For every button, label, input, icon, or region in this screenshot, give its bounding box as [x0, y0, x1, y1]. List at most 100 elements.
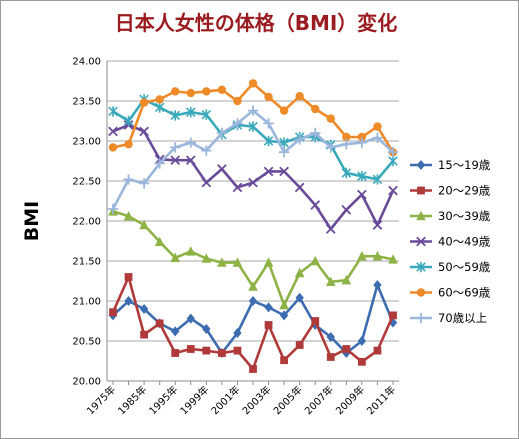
data-point [357, 171, 367, 182]
legend-label: 60～69歳 [438, 286, 491, 300]
data-point [326, 332, 335, 342]
data-point [248, 296, 258, 306]
x-tick-label: 2005年 [271, 383, 305, 417]
series-lines [107, 79, 399, 373]
data-point [416, 160, 426, 170]
data-point [341, 139, 352, 150]
legend-item: 40～49歳 [410, 235, 491, 249]
data-point [170, 252, 181, 262]
data-point [107, 203, 119, 215]
data-point [342, 345, 351, 353]
data-point [357, 189, 367, 200]
data-point [232, 257, 243, 267]
data-point [388, 254, 398, 264]
data-point [108, 106, 118, 117]
data-point [247, 105, 259, 116]
data-point [185, 137, 196, 148]
data-point [248, 121, 258, 132]
data-point [279, 106, 289, 115]
data-point [154, 158, 165, 169]
data-point [108, 143, 118, 152]
x-tick-label: 2003年 [239, 383, 273, 417]
series-line [112, 283, 395, 355]
data-point [342, 132, 351, 142]
data-point [233, 346, 242, 355]
data-point [233, 96, 242, 106]
y-tick-label: 23.00 [72, 137, 101, 148]
data-point [263, 118, 274, 129]
data-point [415, 312, 427, 324]
data-point [108, 126, 118, 137]
x-tick-label: 2007年 [302, 383, 336, 417]
data-point [311, 317, 320, 325]
data-point [217, 349, 226, 357]
data-point [325, 276, 336, 286]
legend-label: 20～29歳 [438, 184, 491, 198]
data-point [295, 341, 304, 349]
series-line [112, 210, 394, 307]
data-point [372, 251, 383, 261]
data-point [154, 102, 165, 113]
data-point [201, 109, 212, 120]
chart-title: 日本人女性の体格（BMI）変化 [115, 11, 398, 35]
data-point [185, 155, 196, 166]
data-point [417, 186, 425, 195]
data-point [310, 255, 321, 266]
legend-item: 70歳以上 [410, 311, 487, 325]
data-point [170, 142, 181, 153]
data-point [186, 313, 195, 324]
data-point [216, 127, 228, 139]
y-axis-label: BMI [21, 201, 43, 241]
data-point [170, 110, 180, 121]
data-point [279, 299, 289, 310]
legend-label: 30～39歳 [438, 209, 491, 223]
data-point [140, 330, 149, 339]
data-point [416, 288, 426, 297]
data-point [341, 167, 352, 179]
y-tick-label: 23.50 [72, 97, 101, 108]
data-point [278, 147, 290, 158]
data-point [357, 251, 367, 261]
data-point [325, 142, 336, 153]
data-point [263, 166, 274, 177]
series-diamond [108, 280, 398, 358]
legend-label: 15～19歳 [438, 158, 491, 172]
series-circle [108, 79, 398, 157]
data-point [170, 155, 181, 166]
data-point [294, 267, 305, 278]
data-point [388, 185, 398, 196]
data-point [171, 87, 180, 96]
data-point [124, 140, 133, 149]
y-tick-label: 21.00 [72, 297, 101, 308]
data-point [326, 114, 335, 123]
x-tick-label: 2009年 [333, 383, 367, 417]
data-point [124, 273, 133, 281]
series-triangle [108, 206, 398, 310]
data-point [263, 257, 274, 267]
data-point [294, 182, 305, 193]
data-point [232, 118, 243, 129]
data-point [248, 79, 258, 88]
data-point [341, 204, 352, 215]
data-point [109, 308, 117, 317]
data-point [248, 281, 258, 291]
legend-item: 15～19歳 [410, 158, 491, 172]
data-point [202, 87, 211, 96]
data-point [186, 107, 196, 118]
data-point [295, 292, 304, 303]
data-point [389, 311, 397, 320]
x-tick-label: 2001年 [208, 383, 242, 417]
data-point [373, 280, 382, 290]
data-point [123, 174, 134, 185]
data-point [201, 145, 212, 156]
data-point [356, 137, 368, 148]
data-point [217, 164, 227, 174]
data-point [372, 220, 383, 230]
legend: 15～19歳 20～29歳 30～39歳 40～49歳 50～59歳 60～69歳 70歳以… [410, 158, 491, 325]
data-point [232, 182, 243, 193]
data-point [416, 236, 426, 247]
data-point [416, 210, 426, 221]
y-tick-label: 24.00 [72, 57, 101, 68]
data-point [171, 349, 180, 357]
